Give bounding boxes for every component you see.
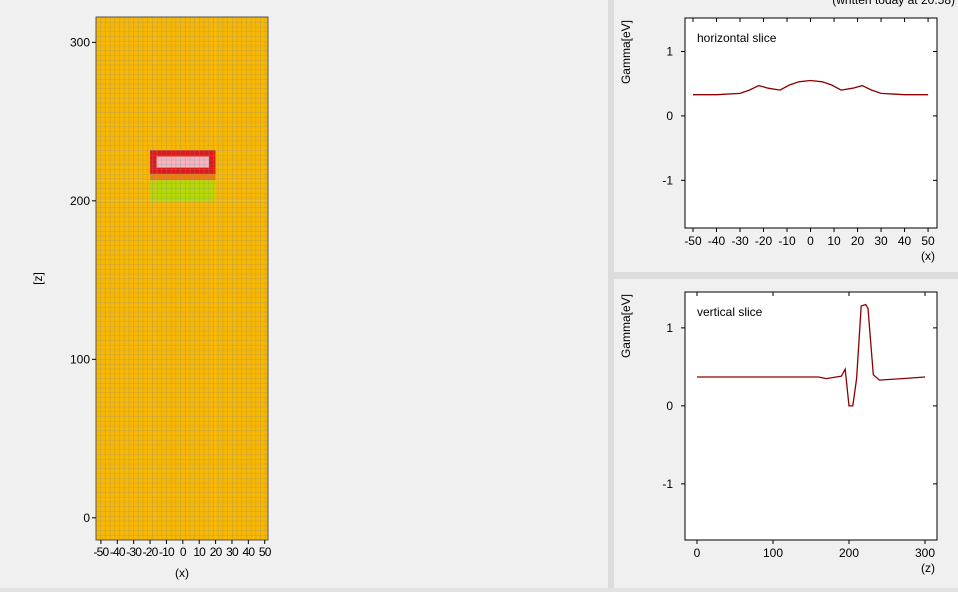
heat-cell — [215, 173, 268, 181]
y-tick-label: 1 — [666, 321, 673, 335]
x-tick-label: -20 — [755, 234, 773, 248]
x-axis-label: (x) — [175, 566, 189, 580]
x-tick-label: 0 — [807, 234, 814, 248]
heat-cell — [156, 200, 210, 541]
x-axis-label: (x) — [921, 249, 935, 263]
y-tick-label: 100 — [70, 352, 90, 366]
x-tick-label: -50 — [93, 545, 109, 559]
x-tick-label: 0 — [180, 545, 187, 559]
left-panel — [0, 0, 608, 588]
y-tick-label: 0 — [666, 109, 673, 123]
heat-cell — [156, 17, 210, 151]
heat-cell — [150, 180, 157, 201]
y-tick-label: -1 — [662, 477, 673, 491]
y-tick-label: 0 — [83, 511, 90, 525]
x-tick-label: 200 — [839, 546, 859, 560]
x-tick-label: 20 — [210, 545, 223, 559]
heat-cell — [156, 150, 210, 157]
heat-cell — [209, 200, 216, 541]
x-tick-label: 10 — [827, 234, 841, 248]
y-axis-label: Gamma[eV] — [619, 294, 633, 358]
heat-cell — [215, 167, 268, 174]
heat-cell — [150, 150, 157, 157]
x-tick-label: -50 — [684, 234, 702, 248]
y-tick-label: -1 — [662, 173, 673, 187]
heat-cell — [150, 173, 157, 181]
x-tick-label: -20 — [143, 545, 159, 559]
line-series — [697, 303, 926, 407]
heat-cell — [150, 156, 157, 168]
splitter[interactable] — [614, 272, 958, 279]
status-text: (written today at 20:58) — [832, 0, 955, 7]
x-tick-label: 300 — [915, 546, 935, 560]
x-tick-label: 30 — [874, 234, 888, 248]
x-tick-label: 50 — [921, 234, 935, 248]
x-tick-label: -30 — [731, 234, 749, 248]
x-tick-label: -10 — [159, 545, 175, 559]
splitter[interactable] — [608, 0, 614, 592]
heat-cell — [96, 17, 151, 151]
heat-cell — [215, 17, 268, 151]
x-tick-label: -40 — [110, 545, 126, 559]
heat-cell — [209, 173, 216, 181]
heat-cell — [156, 180, 210, 201]
y-tick-label: 200 — [70, 194, 90, 208]
heat-cell — [96, 200, 151, 541]
heat-cell — [96, 173, 151, 181]
heat-cell — [215, 180, 268, 201]
heat-cell — [96, 167, 151, 174]
x-axis-label: (z) — [921, 561, 935, 575]
plot-frame — [95, 16, 269, 541]
heat-cell — [215, 156, 268, 168]
heat-cell — [150, 167, 157, 174]
heat-cell — [156, 167, 210, 174]
heat-cell — [96, 180, 151, 201]
x-tick-label: -40 — [708, 234, 726, 248]
heat-cell — [209, 156, 216, 168]
x-tick-label: 20 — [851, 234, 865, 248]
status-strip — [0, 588, 958, 592]
x-tick-label: 30 — [226, 545, 239, 559]
heat-cell — [209, 150, 216, 157]
heat-cell — [150, 200, 157, 541]
x-tick-label: 10 — [193, 545, 206, 559]
chart-title: vertical slice — [697, 305, 763, 319]
heat-cell — [209, 17, 216, 151]
heat-cell — [96, 156, 151, 168]
heat-cell — [156, 156, 210, 168]
plot-area — [684, 17, 938, 229]
x-tick-label: 0 — [694, 546, 701, 560]
heat-cell — [209, 180, 216, 201]
x-tick-label: -10 — [778, 234, 796, 248]
heat-cell — [150, 17, 157, 151]
x-tick-label: 50 — [259, 545, 272, 559]
x-tick-label: 100 — [763, 546, 783, 560]
heat-cell — [209, 167, 216, 174]
x-tick-label: -30 — [126, 545, 142, 559]
heat-cell — [96, 150, 151, 157]
chart-title: horizontal slice — [697, 31, 777, 45]
y-axis-label: Gamma[eV] — [619, 20, 633, 84]
x-tick-label: 40 — [242, 545, 255, 559]
x-tick-label: 40 — [898, 234, 912, 248]
y-tick-label: 300 — [70, 35, 90, 49]
heat-cell — [215, 200, 268, 541]
plot-area — [684, 291, 938, 541]
y-axis-label: [z] — [31, 272, 45, 285]
heat-cell — [156, 173, 210, 181]
heat-cell — [215, 150, 268, 157]
y-tick-label: 1 — [666, 44, 673, 58]
line-series — [693, 79, 929, 96]
y-tick-label: 0 — [666, 399, 673, 413]
